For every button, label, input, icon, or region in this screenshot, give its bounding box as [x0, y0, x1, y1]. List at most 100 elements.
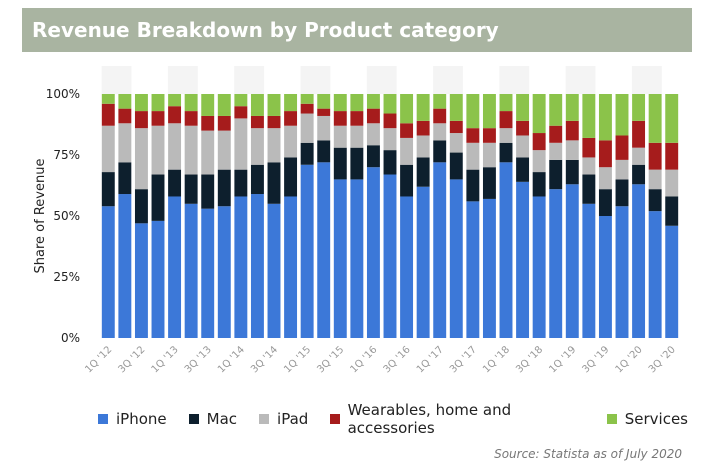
bar-segment	[665, 94, 679, 143]
title-bar: Revenue Breakdown by Product category	[22, 8, 692, 52]
bar-segment	[400, 164, 414, 197]
bar-segment	[383, 174, 397, 338]
bar-segment	[201, 130, 215, 175]
bar-segment	[632, 184, 646, 338]
legend-swatch	[259, 414, 270, 424]
bar-segment	[598, 140, 612, 168]
bar-segment	[101, 206, 115, 338]
bar-segment	[549, 125, 563, 143]
bar-segment	[134, 223, 148, 338]
bar-stack	[466, 94, 480, 338]
bar-segment	[665, 196, 679, 226]
bar-segment	[400, 94, 414, 124]
bar-segment	[118, 94, 132, 109]
bar-segment	[118, 108, 132, 124]
background-band	[300, 66, 331, 94]
bar-segment	[582, 174, 596, 204]
bar-segment	[648, 211, 662, 338]
bar-segment	[234, 169, 248, 197]
legend-item: iPhone	[98, 410, 167, 428]
bar-segment	[234, 118, 248, 170]
bar-segment	[449, 94, 463, 121]
bar-segment	[250, 164, 264, 195]
bar-stack	[366, 94, 380, 338]
bar-segment	[134, 189, 148, 224]
background-band	[167, 66, 198, 94]
bar-segment	[284, 125, 298, 158]
bar-segment	[449, 152, 463, 180]
page-title: Revenue Breakdown by Product category	[32, 18, 499, 42]
bar-segment	[433, 108, 447, 124]
legend-item: Wearables, home and accessories	[330, 401, 584, 437]
y-tick-label: 25%	[53, 270, 80, 284]
bar-segment	[168, 196, 182, 338]
x-tick-label: 3Q '12	[117, 344, 148, 375]
background-band	[433, 66, 463, 94]
bar-segment	[499, 162, 513, 338]
legend-label: iPad	[277, 410, 309, 428]
bar-segment	[267, 115, 281, 129]
bar-segment	[516, 120, 530, 136]
bar-segment	[400, 137, 414, 165]
bar-segment	[234, 196, 248, 338]
x-tick-label: 3Q '15	[315, 344, 346, 375]
bar-segment	[565, 120, 579, 141]
bar-segment	[250, 94, 264, 116]
bar-segment	[449, 179, 463, 338]
x-tick-label: 1Q '13	[150, 344, 181, 375]
bar-stack	[615, 94, 629, 338]
bar-segment	[549, 94, 563, 126]
bar-segment	[516, 181, 530, 338]
bar-segment	[416, 135, 430, 158]
bar-segment	[284, 94, 298, 112]
bar-segment	[482, 198, 496, 338]
bar-segment	[532, 196, 546, 338]
bar-segment	[118, 123, 132, 163]
bar-stack	[416, 94, 430, 338]
bar-segment	[598, 216, 612, 338]
bar-segment	[366, 123, 380, 146]
bar-segment	[532, 94, 546, 134]
background-band	[631, 66, 662, 94]
y-axis-title: Share of Revenue	[33, 159, 48, 274]
legend-label: iPhone	[116, 410, 167, 428]
bar-stack	[582, 94, 596, 338]
x-tick-label: 1Q '20	[614, 344, 645, 375]
bar-segment	[516, 157, 530, 182]
legend-label: Mac	[206, 410, 238, 428]
bar-segment	[350, 147, 364, 180]
bar-segment	[499, 142, 513, 163]
legend-item: Services	[606, 410, 688, 428]
bar-segment	[449, 133, 463, 153]
bar-segment	[665, 142, 679, 170]
bar-stack	[499, 94, 513, 338]
bar-segment	[598, 189, 612, 216]
background-band	[101, 66, 132, 94]
bar-segment	[151, 220, 165, 338]
bar-segment	[665, 169, 679, 197]
bar-segment	[466, 94, 480, 129]
background-band	[234, 66, 265, 94]
bar-segment	[217, 169, 231, 207]
background-band	[499, 66, 530, 94]
legend-swatch	[330, 414, 340, 424]
bar-segment	[234, 106, 248, 119]
bar-segment	[333, 179, 347, 338]
bar-stack	[317, 94, 331, 338]
bar-stack	[151, 94, 165, 338]
bar-segment	[582, 137, 596, 158]
bar-segment	[250, 128, 264, 165]
x-tick-label: 3Q '20	[647, 344, 678, 375]
bar-stack	[532, 94, 546, 338]
bar-segment	[101, 172, 115, 207]
bar-segment	[350, 125, 364, 148]
bar-segment	[648, 94, 662, 143]
bar-segment	[648, 169, 662, 190]
bar-segment	[582, 157, 596, 175]
bar-segment	[615, 159, 629, 180]
bar-segment	[598, 167, 612, 190]
bar-segment	[217, 206, 231, 338]
bar-segment	[350, 179, 364, 338]
bar-segment	[516, 94, 530, 121]
bar-stack	[234, 94, 248, 338]
